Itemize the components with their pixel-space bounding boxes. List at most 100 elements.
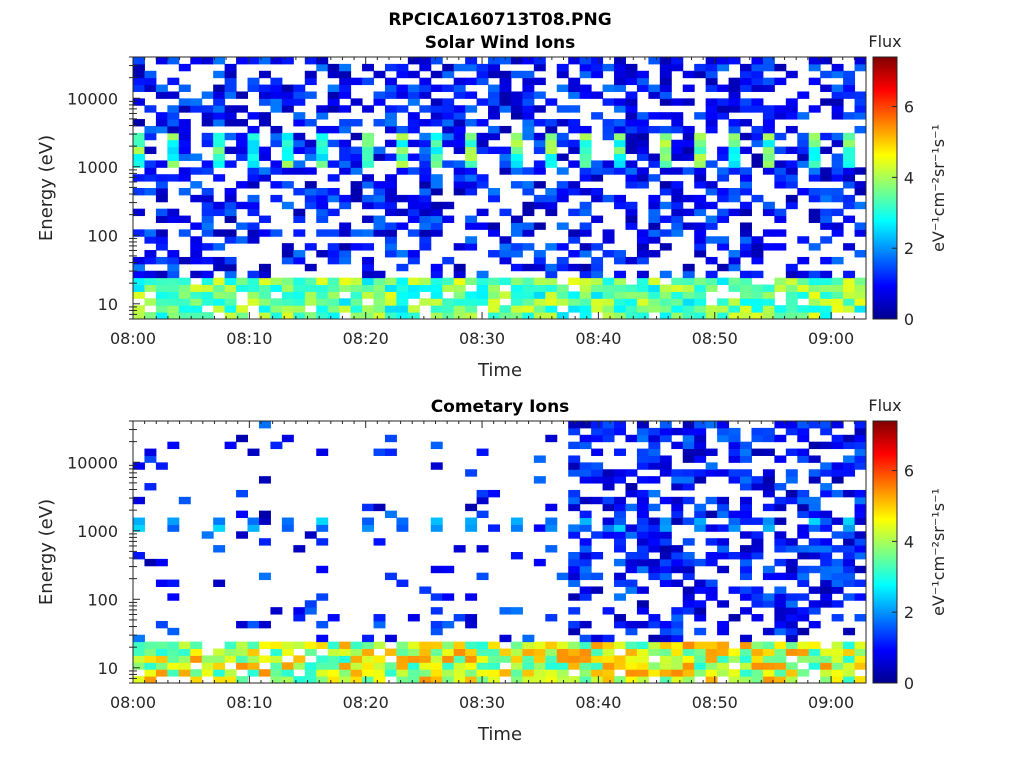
heatmap-cell [591, 243, 604, 251]
heatmap-cell [419, 84, 432, 92]
heatmap-cell [728, 98, 741, 106]
heatmap-cell [316, 139, 329, 148]
heatmap-cell [258, 538, 271, 546]
heatmap-cell [522, 222, 535, 230]
heatmap-cell [705, 669, 718, 677]
heatmap-cell [671, 483, 684, 491]
heatmap-cell [476, 63, 489, 72]
heatmap-cell [648, 620, 661, 629]
heatmap-cell [465, 153, 478, 161]
heatmap-cell [602, 662, 615, 670]
heatmap-cell [476, 545, 489, 553]
heatmap-cell [556, 105, 569, 113]
heatmap-cell [327, 641, 340, 650]
heatmap-cell [556, 119, 569, 127]
heatmap-cell [545, 243, 558, 251]
heatmap-cell [648, 503, 661, 512]
heatmap-cell [499, 669, 512, 677]
heatmap-cell [682, 284, 695, 292]
heatmap-cell [316, 641, 329, 650]
heatmap-cell [476, 77, 489, 86]
heatmap-cell [854, 552, 867, 560]
heatmap-cell [568, 648, 581, 656]
heatmap-cell [591, 63, 604, 72]
heatmap-cell [682, 132, 695, 141]
heatmap-cell [614, 84, 626, 92]
heatmap-cell [728, 153, 741, 161]
heatmap-cell [591, 648, 604, 656]
heatmap-cell [373, 291, 386, 299]
heatmap-cell [190, 270, 203, 279]
heatmap-cell [728, 77, 741, 86]
heatmap-cell [568, 57, 581, 65]
heatmap-cell [430, 132, 443, 141]
heatmap-cell [774, 243, 787, 251]
heatmap-cell [671, 579, 684, 587]
heatmap-cell [854, 510, 867, 519]
heatmap-cell [843, 662, 856, 670]
heatmap-cell [648, 662, 661, 670]
heatmap-cell [396, 676, 409, 684]
heatmap-cell [133, 119, 145, 127]
heatmap-cell [785, 545, 798, 553]
heatmap-cell [133, 63, 145, 72]
heatmap-cell [648, 112, 661, 120]
heatmap-cell [407, 98, 420, 106]
heatmap-cell [339, 70, 352, 79]
heatmap-cell [579, 146, 592, 155]
heatmap-cell [682, 558, 695, 567]
heatmap-cell [843, 531, 856, 539]
heatmap-cell [659, 572, 672, 581]
heatmap-cell [533, 277, 546, 286]
heatmap-cell [820, 510, 833, 519]
heatmap-cell [522, 284, 535, 292]
heatmap-cell [808, 552, 821, 560]
heatmap-cell [293, 291, 306, 299]
heatmap-cell [510, 648, 523, 656]
heatmap-cell [396, 655, 409, 663]
heatmap-cell [178, 167, 191, 175]
heatmap-cell [465, 236, 478, 244]
heatmap-cell [144, 676, 157, 684]
heatmap-cell [201, 669, 214, 677]
heatmap-cell [407, 208, 420, 217]
heatmap-cell [659, 215, 672, 223]
heatmap-cell [602, 312, 615, 320]
heatmap-cell [167, 215, 180, 223]
heatmap-cell [224, 655, 237, 663]
heatmap-cell [831, 565, 844, 574]
heatmap-cell [316, 284, 329, 292]
heatmap-cell [636, 181, 649, 189]
heatmap-cell [407, 84, 420, 92]
heatmap-cell [740, 84, 752, 92]
heatmap-cell [545, 305, 558, 313]
heatmap-cell [625, 201, 638, 210]
heatmap-cell [407, 655, 420, 663]
heatmap-cell [797, 655, 810, 663]
heatmap-cell [682, 517, 695, 525]
heatmap-cell [843, 298, 856, 306]
heatmap-cell [808, 620, 821, 629]
heatmap-cell [476, 662, 489, 670]
heatmap-cell [293, 139, 306, 148]
heatmap-cell [304, 153, 317, 161]
heatmap-cell [247, 291, 260, 299]
heatmap-cell [465, 662, 478, 670]
heatmap-cell [762, 655, 775, 663]
heatmap-cell [728, 517, 741, 525]
heatmap-cell [774, 483, 787, 491]
heatmap-cell [602, 503, 615, 512]
heatmap-cell [751, 593, 764, 601]
heatmap-cell [488, 188, 500, 196]
heatmap-cell [659, 427, 672, 436]
heatmap-cell [167, 669, 180, 677]
heatmap-cell [648, 194, 661, 203]
heatmap-cell [705, 98, 718, 106]
heatmap-cell [659, 112, 672, 120]
heatmap-cell [625, 112, 638, 120]
heatmap-cell [430, 98, 443, 106]
heatmap-cell [808, 277, 821, 286]
heatmap-cell [659, 641, 672, 650]
heatmap-cell [453, 91, 466, 99]
heatmap-cell [281, 641, 294, 650]
